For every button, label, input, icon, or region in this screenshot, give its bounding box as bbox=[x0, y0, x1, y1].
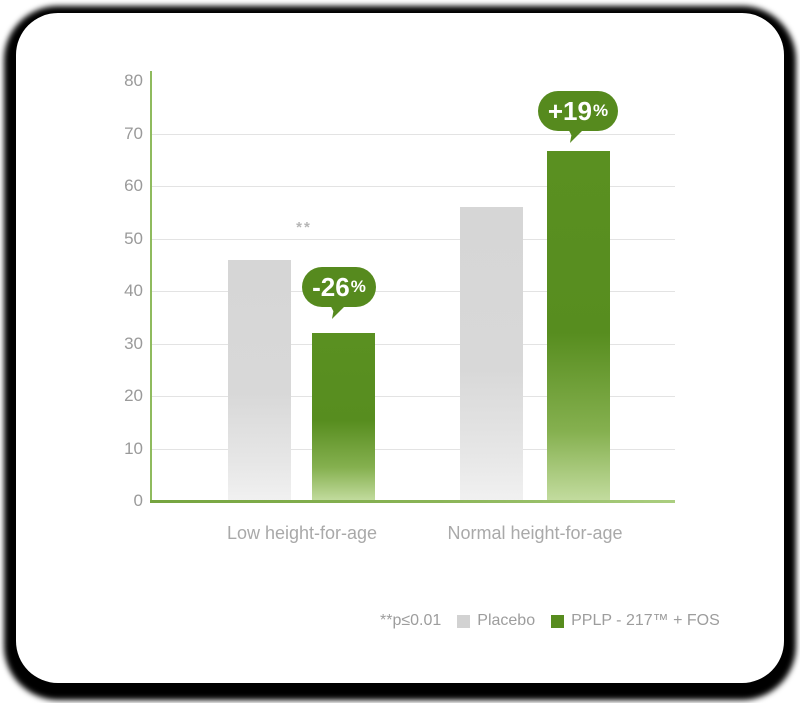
gridline bbox=[152, 396, 675, 397]
gridlines bbox=[152, 81, 675, 501]
callout-percent-sign: % bbox=[350, 277, 366, 296]
gridline bbox=[152, 448, 675, 450]
significance-stars: ** bbox=[296, 219, 312, 236]
x-axis-line bbox=[150, 500, 675, 503]
callout-badge-normal: +19 % bbox=[538, 91, 618, 143]
bar-pplp-normal bbox=[547, 151, 610, 501]
callout-value: +19 bbox=[547, 96, 592, 126]
callout-value: -26 bbox=[312, 272, 350, 302]
legend-item-label: PPLP - 217™ + FOS bbox=[571, 612, 720, 629]
category-label-normal: Normal height-for-age bbox=[447, 523, 623, 543]
bar-pplp-low bbox=[312, 333, 375, 501]
callout-percent-sign: % bbox=[592, 101, 609, 120]
bar-placebo-low bbox=[228, 259, 291, 501]
gridline bbox=[152, 238, 675, 240]
chart-card bbox=[16, 13, 784, 683]
plot-area bbox=[150, 71, 675, 503]
legend-item-pplp: PPLP - 217™ + FOS bbox=[551, 612, 720, 630]
placebo-swatch-icon bbox=[457, 614, 471, 628]
bar-placebo-normal bbox=[460, 207, 523, 501]
legend-significance-note: **p≤0.01 bbox=[380, 612, 442, 629]
gridline bbox=[152, 186, 675, 187]
legend-item-label: Placebo bbox=[477, 612, 536, 629]
legend: **p≤0.01 Placebo PPLP - 217™ + FOS bbox=[380, 612, 720, 630]
y-axis-line bbox=[150, 71, 152, 501]
callout-badge-low: -26 % bbox=[302, 267, 376, 319]
pplp-swatch-icon bbox=[551, 614, 565, 628]
gridline bbox=[152, 343, 675, 345]
gridline bbox=[152, 133, 675, 135]
legend-item-placebo: Placebo bbox=[457, 612, 535, 630]
category-label-low: Low height-for-age bbox=[226, 523, 378, 543]
gridline bbox=[152, 291, 675, 292]
